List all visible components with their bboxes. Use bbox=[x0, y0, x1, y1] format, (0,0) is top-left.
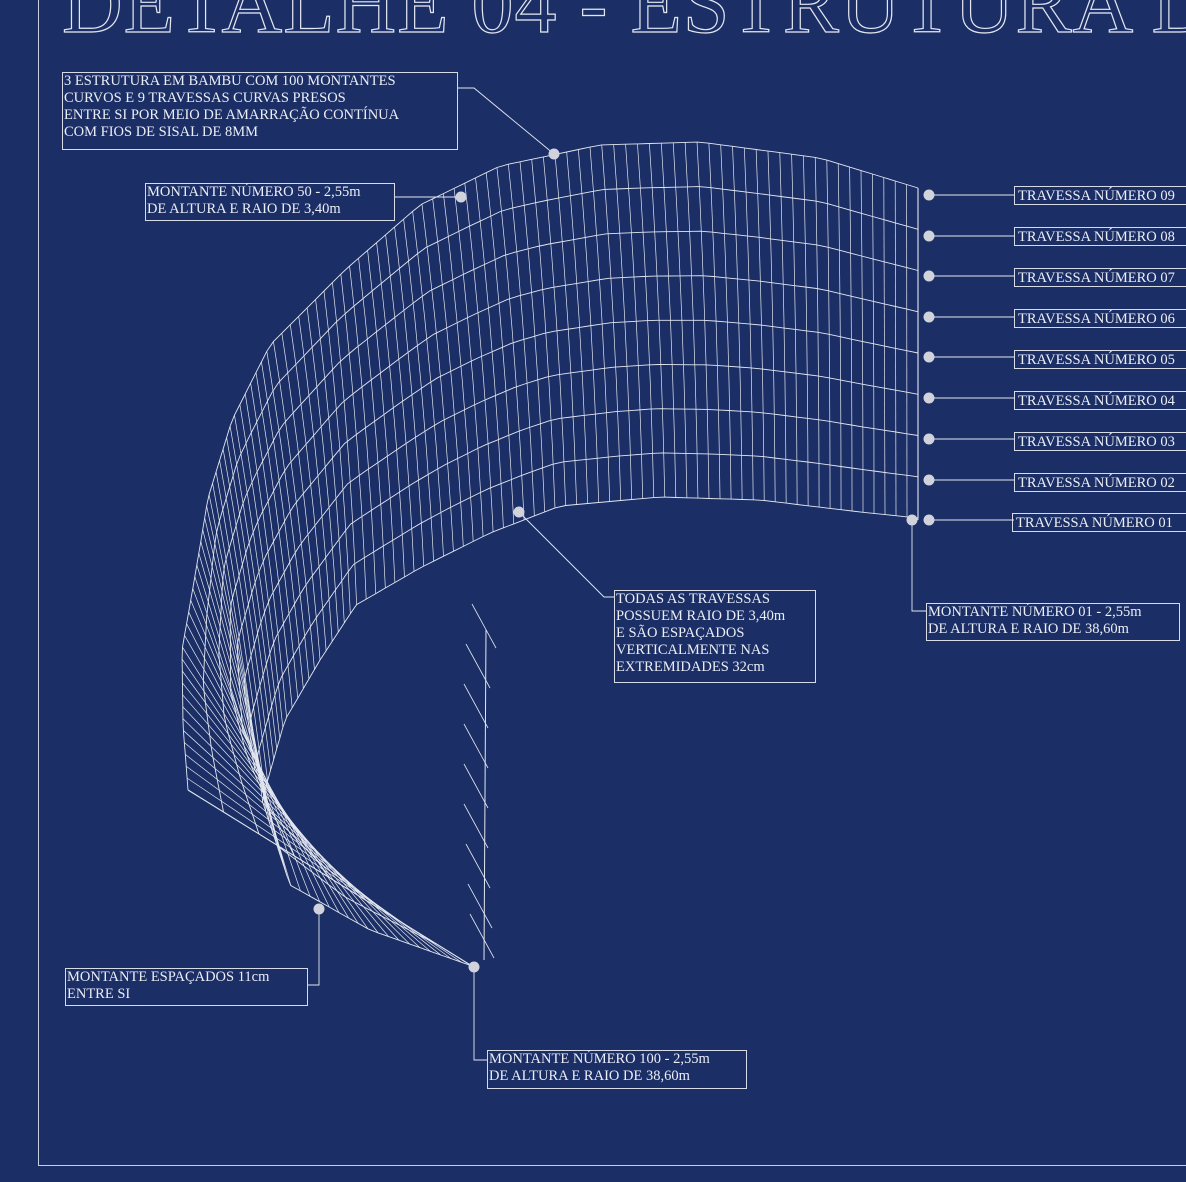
marker-montante-50 bbox=[455, 191, 467, 203]
montante-49 bbox=[349, 265, 377, 594]
montante-47 bbox=[332, 282, 357, 605]
marker-travessa-04 bbox=[923, 392, 935, 404]
montante-59 bbox=[443, 193, 474, 542]
montante-53 bbox=[385, 234, 415, 572]
travessa-1 bbox=[262, 496, 919, 967]
montante-12 bbox=[181, 658, 359, 924]
travessa-5 bbox=[237, 319, 919, 879]
leader-montante-01 bbox=[911, 520, 926, 612]
sheet-border bbox=[38, 0, 1186, 1166]
travessa-end-8 bbox=[467, 883, 493, 929]
travessa-end-9 bbox=[469, 913, 495, 959]
travessa-label-03: TRAVESSA NÚMERO 03 bbox=[1014, 432, 1186, 451]
marker-travessa-01 bbox=[923, 514, 935, 526]
montante-63 bbox=[485, 172, 515, 524]
montante-48 bbox=[340, 274, 367, 600]
leader-lines bbox=[308, 87, 1014, 1061]
montante-55 bbox=[403, 219, 434, 562]
leader-montante-espacados bbox=[308, 909, 320, 986]
travessa-6 bbox=[229, 275, 919, 857]
marker-montante-01 bbox=[906, 514, 918, 526]
travessa-label-08: TRAVESSA NÚMERO 08 bbox=[1014, 227, 1186, 246]
montante-11 bbox=[181, 670, 369, 930]
travessa-label-04: TRAVESSA NÚMERO 04 bbox=[1014, 391, 1186, 410]
montante-65 bbox=[508, 164, 535, 516]
montante-62 bbox=[475, 177, 504, 528]
travessa-end-6 bbox=[463, 803, 489, 849]
marker-travessa-06 bbox=[923, 311, 935, 323]
montante-58 bbox=[432, 198, 464, 547]
bamboo-frame bbox=[181, 141, 919, 967]
leader-markers bbox=[313, 148, 935, 973]
marker-structure bbox=[548, 148, 560, 160]
travessa-label-09: TRAVESSA NÚMERO 09 bbox=[1014, 186, 1186, 205]
marker-travessa-07 bbox=[923, 270, 935, 282]
travessa-end-5 bbox=[463, 763, 489, 809]
montante-66 bbox=[519, 161, 546, 512]
travessa-label-07: TRAVESSA NÚMERO 07 bbox=[1014, 268, 1186, 287]
montante-100-edge bbox=[483, 629, 487, 961]
montante-14 bbox=[184, 635, 340, 913]
montante-16 bbox=[188, 611, 321, 902]
travessa-label-06: TRAVESSA NÚMERO 06 bbox=[1014, 309, 1186, 328]
montante-56 bbox=[412, 211, 444, 557]
marker-travessa-02 bbox=[923, 474, 935, 486]
travessa-end-3 bbox=[463, 683, 489, 729]
montante-51 bbox=[367, 250, 396, 583]
travessa-7 bbox=[218, 230, 919, 835]
travessa-end-7 bbox=[465, 843, 491, 889]
travessa-8 bbox=[202, 186, 919, 813]
leader-montante-100 bbox=[473, 967, 487, 1061]
montante-54 bbox=[394, 226, 425, 567]
marker-travessas-raio bbox=[513, 506, 525, 518]
annotation-montante-01: MONTANTE NÚMERO 01 - 2,55m DE ALTURA E R… bbox=[926, 603, 1180, 641]
marker-travessa-09 bbox=[923, 189, 935, 201]
travessa-end-1 bbox=[471, 603, 497, 649]
montante-50 bbox=[358, 258, 386, 589]
montante-15 bbox=[186, 623, 330, 908]
montante-67 bbox=[531, 159, 556, 508]
travessa-4 bbox=[243, 364, 919, 901]
marker-montante-espacados bbox=[313, 903, 325, 915]
travessa-label-05: TRAVESSA NÚMERO 05 bbox=[1014, 350, 1186, 369]
montante-52 bbox=[376, 242, 405, 577]
travessa-label-01: TRAVESSA NÚMERO 01 bbox=[1012, 513, 1186, 532]
leader-structure bbox=[458, 87, 555, 155]
marker-travessa-08 bbox=[923, 230, 935, 242]
montante-60 bbox=[453, 188, 484, 537]
drawing-title: DETALHE 04 - ESTRUTURA DE BAMBU bbox=[61, 0, 1186, 52]
marker-montante-100 bbox=[468, 961, 480, 973]
annotation-structure: 3 ESTRUTURA EM BAMBU COM 100 MONTANTES C… bbox=[62, 72, 458, 150]
montante-57 bbox=[421, 204, 454, 552]
travessa-label-02: TRAVESSA NÚMERO 02 bbox=[1014, 473, 1186, 492]
montante-61 bbox=[464, 183, 494, 532]
annotation-montante-50: MONTANTE NÚMERO 50 - 2,55m DE ALTURA E R… bbox=[145, 183, 395, 221]
marker-travessa-05 bbox=[923, 351, 935, 363]
montante-64 bbox=[496, 167, 525, 520]
montante-7 bbox=[182, 718, 410, 945]
travessa-end-4 bbox=[463, 723, 489, 769]
montante-19 bbox=[194, 576, 292, 886]
travessa-3 bbox=[249, 408, 919, 923]
annotation-travessas-raio: TODAS AS TRAVESSAS POSSUEM RAIO DE 3,40m… bbox=[614, 590, 816, 683]
marker-travessa-03 bbox=[923, 433, 935, 445]
annotation-montante-espacados: MONTANTE ESPAÇADOS 11cm ENTRE SI bbox=[65, 968, 308, 1006]
leader-travessas-raio bbox=[518, 511, 614, 598]
travessa-9 bbox=[181, 141, 919, 791]
travessa-2 bbox=[255, 452, 919, 945]
travessa-end-2 bbox=[465, 643, 491, 689]
annotation-montante-100: MONTANTE NÚMERO 100 - 2,55m DE ALTURA E … bbox=[487, 1050, 747, 1089]
